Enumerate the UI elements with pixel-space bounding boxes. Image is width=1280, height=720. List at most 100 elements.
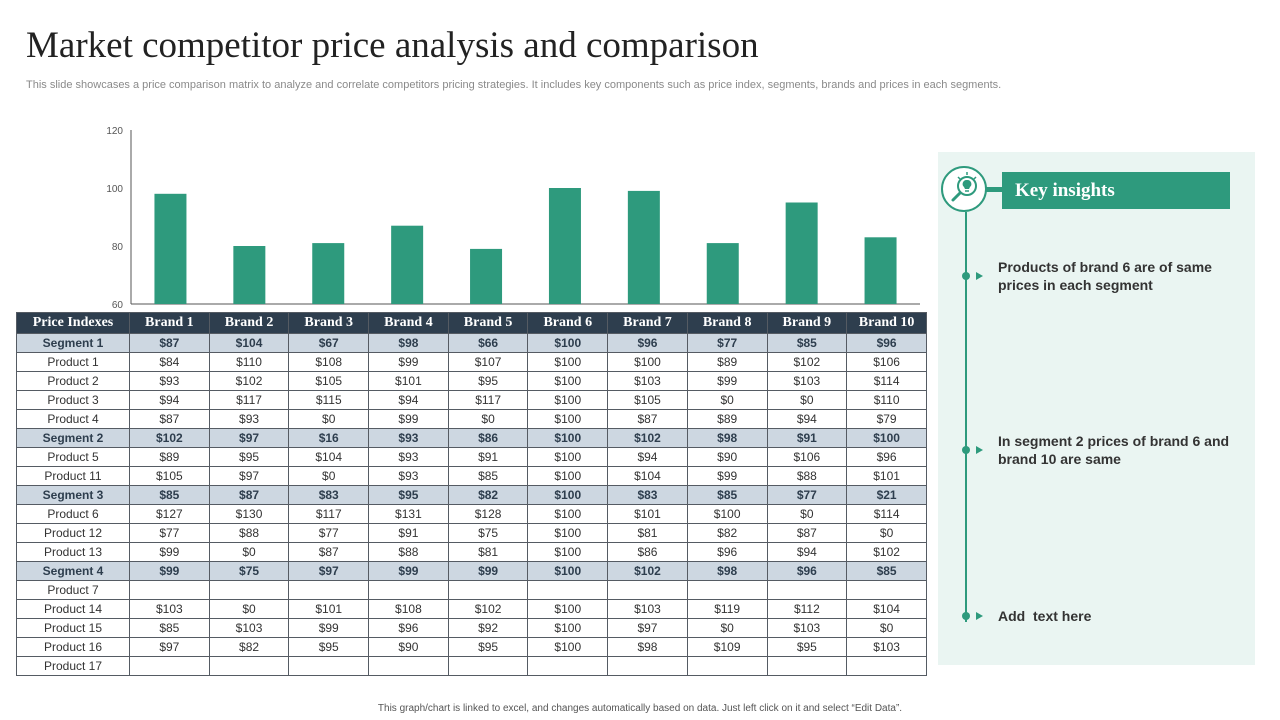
table-cell: $79	[846, 409, 927, 429]
table-cell: $77	[288, 523, 370, 543]
table-cell	[447, 656, 529, 676]
table-cell	[129, 656, 210, 676]
table-cell: $85	[766, 333, 848, 353]
table-cell: $97	[208, 428, 290, 448]
table-row: Product 14 $103 $0 $101 $108 $102 $100 $103 $119…	[16, 599, 927, 619]
table-cell: $0	[208, 599, 290, 619]
table-cell: $88	[208, 523, 290, 543]
bullet-dot-icon	[962, 612, 970, 620]
table-cell	[368, 656, 449, 676]
table-cell: $82	[447, 485, 529, 505]
bar-3	[312, 243, 345, 304]
table-row: Product 7	[16, 580, 927, 600]
table-cell	[686, 580, 768, 600]
timeline-line	[965, 212, 967, 622]
table-cell: $0	[208, 542, 290, 562]
table-cell: $100	[527, 409, 609, 429]
row-label: Product 17	[16, 656, 130, 676]
table-cell: $110	[208, 352, 290, 372]
table-cell: $102	[607, 561, 688, 581]
bar-10	[864, 237, 897, 304]
y-tick-label: 120	[106, 126, 123, 137]
table-cell: $104	[208, 333, 290, 353]
table-cell: $102	[607, 428, 688, 448]
bullet-dot-icon	[962, 446, 970, 454]
bullet-arrow-icon	[976, 446, 983, 454]
column-header: Brand 10	[846, 312, 927, 334]
table-cell: $97	[129, 637, 210, 657]
table-cell: $128	[447, 504, 529, 524]
table-cell: $100	[607, 352, 688, 372]
row-label: Product 3	[16, 390, 130, 410]
table-cell: $67	[288, 333, 370, 353]
column-header: Brand 4	[368, 312, 449, 334]
table-row: Product 16 $97 $82 $95 $90 $95 $100 $98 $109 $95 $…	[16, 637, 927, 657]
table-cell: $106	[766, 447, 848, 467]
table-cell: $114	[846, 504, 927, 524]
table-cell: $0	[686, 390, 768, 410]
segment-row: Segment 3 $85 $87 $83 $95 $82 $100 $83 $85 $77 $21	[16, 485, 927, 505]
table-cell: $108	[368, 599, 449, 619]
row-label: Segment 1	[16, 333, 130, 353]
segment-row: Segment 1 $87 $104 $67 $98 $66 $100 $96 $77 $85 $9…	[16, 333, 927, 353]
table-cell: $83	[607, 485, 688, 505]
table-cell: $99	[368, 409, 449, 429]
table-cell	[527, 656, 609, 676]
table-row: Product 4 $87 $93 $0 $99 $0 $100 $87 $89 $94 $79	[16, 409, 927, 429]
table-cell: $93	[368, 466, 449, 486]
table-cell	[208, 580, 290, 600]
bar-2	[233, 246, 266, 304]
table-cell: $131	[368, 504, 449, 524]
row-label: Product 12	[16, 523, 130, 543]
table-cell: $100	[527, 542, 609, 562]
table-cell: $107	[447, 352, 529, 372]
table-cell: $0	[766, 504, 848, 524]
table-cell: $89	[686, 409, 768, 429]
insight-item-1: Products of brand 6 are of same prices i…	[998, 259, 1212, 293]
table-cell: $0	[846, 618, 927, 638]
table-cell: $101	[368, 371, 449, 391]
column-header: Price Indexes	[16, 312, 130, 334]
row-label: Product 4	[16, 409, 130, 429]
table-row: Product 17	[16, 656, 927, 676]
table-cell: $95	[447, 637, 529, 657]
row-label: Segment 3	[16, 485, 130, 505]
table-cell: $91	[368, 523, 449, 543]
table-cell: $99	[368, 352, 449, 372]
column-header: Brand 7	[607, 312, 688, 334]
table-cell: $104	[846, 599, 927, 619]
y-tick-label: 80	[112, 242, 124, 253]
table-cell	[368, 580, 449, 600]
table-cell: $100	[527, 428, 609, 448]
table-cell: $105	[607, 390, 688, 410]
table-cell: $95	[447, 371, 529, 391]
table-cell: $117	[208, 390, 290, 410]
row-label: Product 16	[16, 637, 130, 657]
bar-1	[154, 193, 187, 304]
table-cell: $99	[368, 561, 449, 581]
table-cell: $97	[607, 618, 688, 638]
footnote: This graph/chart is linked to excel, and…	[377, 703, 903, 714]
table-cell: $96	[607, 333, 688, 353]
table-cell: $77	[766, 485, 848, 505]
table-cell: $77	[129, 523, 210, 543]
row-label: Product 1	[16, 352, 130, 372]
row-label: Product 5	[16, 447, 130, 467]
table-cell: $101	[846, 466, 927, 486]
table-cell: $105	[288, 371, 370, 391]
bulb-magnifier-icon	[941, 166, 987, 212]
table-cell: $100	[527, 371, 609, 391]
table-cell	[766, 656, 848, 676]
table-cell: $95	[766, 637, 848, 657]
insight-item-2: In segment 2 prices of brand 6 and brand…	[998, 433, 1230, 467]
table-cell: $100	[527, 637, 609, 657]
bar-chart[interactable]: 60 80 100 120	[90, 122, 930, 312]
table-cell: $106	[846, 352, 927, 372]
table-cell: $98	[368, 333, 449, 353]
table-row: Product 15 $85 $103 $99 $96 $92 $100 $97 $0 $103 $…	[16, 618, 927, 638]
table-cell: $87	[607, 409, 688, 429]
table-cell: $100	[527, 599, 609, 619]
price-comparison-table: Price Indexes Brand 1 Brand 2 Brand 3 Brand …	[16, 312, 927, 676]
table-cell: $100	[686, 504, 768, 524]
bar-7	[627, 190, 660, 304]
